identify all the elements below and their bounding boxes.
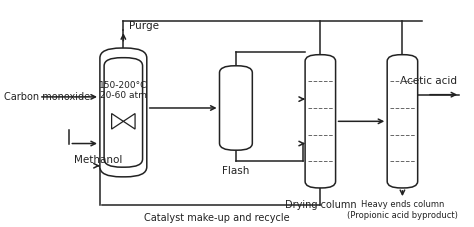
FancyBboxPatch shape — [104, 58, 143, 167]
Text: Carbon monoxide: Carbon monoxide — [4, 92, 90, 102]
FancyBboxPatch shape — [387, 55, 418, 188]
Text: Methanol: Methanol — [74, 155, 122, 165]
Text: Acetic acid: Acetic acid — [401, 76, 457, 86]
FancyBboxPatch shape — [100, 48, 147, 177]
Polygon shape — [123, 114, 135, 129]
FancyBboxPatch shape — [219, 66, 252, 150]
FancyBboxPatch shape — [305, 55, 336, 188]
Text: Flash: Flash — [222, 166, 250, 176]
Text: 150-200°C
20-60 atm: 150-200°C 20-60 atm — [99, 81, 147, 100]
Text: Drying column: Drying column — [284, 200, 356, 210]
Text: Catalyst make-up and recycle: Catalyst make-up and recycle — [145, 213, 290, 224]
Polygon shape — [111, 114, 123, 129]
Text: Purge: Purge — [129, 21, 159, 31]
Text: Heavy ends column
(Propionic acid byproduct): Heavy ends column (Propionic acid byprod… — [347, 200, 458, 220]
